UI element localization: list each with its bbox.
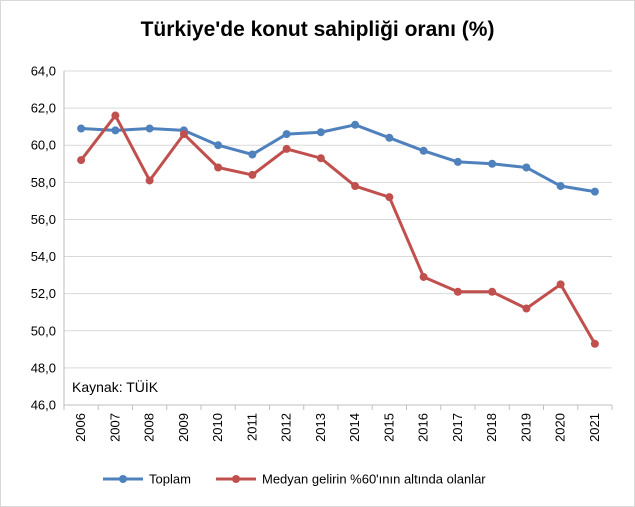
data-point <box>214 163 223 172</box>
x-tick-label: 2008 <box>142 413 157 442</box>
legend-item: Toplam <box>103 472 191 487</box>
y-tick-label: 54,0 <box>31 249 56 264</box>
data-point <box>385 133 394 142</box>
data-point <box>419 146 428 155</box>
legend: Toplam Medyan gelirin %60'ının altında ol… <box>103 472 486 487</box>
x-tick-label: 2012 <box>279 413 294 442</box>
data-point <box>453 157 462 166</box>
gridlines <box>64 70 612 406</box>
x-tick-label: 2010 <box>210 413 225 442</box>
data-point <box>556 182 565 191</box>
data-point <box>488 159 497 168</box>
data-point <box>77 156 86 165</box>
data-point <box>248 150 257 159</box>
data-point <box>590 187 599 196</box>
legend-marker <box>232 475 240 483</box>
data-point <box>522 304 531 313</box>
data-point <box>351 182 360 191</box>
data-point <box>282 144 291 153</box>
y-tick-label: 58,0 <box>31 175 56 190</box>
data-point <box>77 124 86 133</box>
data-point <box>248 170 257 179</box>
data-point <box>351 120 360 129</box>
series-line <box>79 123 597 194</box>
x-tick-label: 2020 <box>553 413 568 442</box>
legend-label: Medyan gelirin %60'ının altında olanlar <box>262 472 486 487</box>
x-tick-label: 2015 <box>381 413 396 442</box>
x-tick-label: 2007 <box>107 413 122 442</box>
x-tick-label: 2018 <box>484 413 499 442</box>
chart-title: Türkiye'de konut sahipliği oranı (%) <box>140 18 495 41</box>
x-tick-label: 2014 <box>347 413 362 442</box>
y-tick-label: 56,0 <box>31 212 56 227</box>
x-tick-label: 2009 <box>176 413 191 442</box>
data-point <box>111 111 120 120</box>
y-tick-label: 48,0 <box>31 360 56 375</box>
source-annotation: Kaynak: TÜİK <box>72 378 159 395</box>
data-point <box>111 126 120 135</box>
data-point <box>488 287 497 296</box>
series-line <box>79 114 597 346</box>
y-tick-label: 46,0 <box>31 398 56 413</box>
y-tick-label: 62,0 <box>31 101 56 116</box>
data-point <box>419 272 428 281</box>
legend-marker <box>119 475 127 483</box>
y-tick-label: 64,0 <box>31 64 56 79</box>
data-point <box>385 193 394 202</box>
series-2 <box>77 111 599 348</box>
x-tick-label: 2019 <box>518 413 533 442</box>
axes: 46,0 48,0 50,0 52,0 54,0 56,0 58,0 60,0 62,0 64,0… <box>31 64 613 442</box>
y-tick-label: 50,0 <box>31 323 56 338</box>
data-point <box>145 124 154 133</box>
x-tick-label: 2006 <box>73 413 88 442</box>
y-tick-label: 52,0 <box>31 286 56 301</box>
series-1 <box>77 120 599 196</box>
y-tick-label: 60,0 <box>31 138 56 153</box>
series-layer <box>77 111 599 348</box>
x-tick-label: 2016 <box>416 413 431 442</box>
legend-item: Medyan gelirin %60'ının altında olanlar <box>216 472 486 487</box>
data-point <box>145 176 154 185</box>
x-tick-label: 2013 <box>313 413 328 442</box>
data-point <box>453 287 462 296</box>
data-point <box>522 163 531 172</box>
data-point <box>590 339 599 348</box>
data-point <box>282 130 291 139</box>
x-tick-label: 2021 <box>587 413 602 442</box>
data-point <box>214 141 223 150</box>
data-point <box>316 128 325 137</box>
data-point <box>556 280 565 289</box>
data-point <box>316 154 325 163</box>
x-tick-label: 2011 <box>244 413 259 441</box>
legend-label: Toplam <box>149 472 191 487</box>
data-point <box>179 130 188 139</box>
x-tick-label: 2017 <box>450 413 465 442</box>
